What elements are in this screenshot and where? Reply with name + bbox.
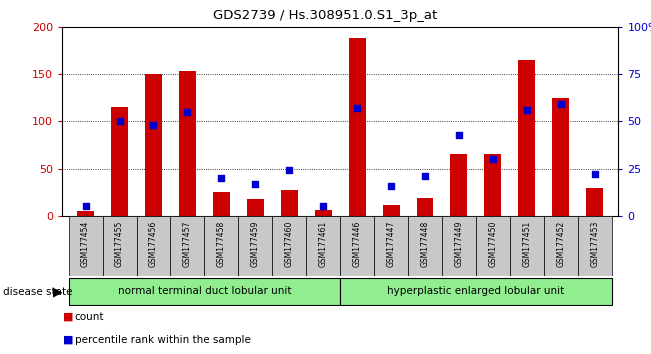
Bar bbox=[247, 199, 264, 216]
Bar bbox=[77, 211, 94, 216]
Point bbox=[420, 173, 430, 179]
Bar bbox=[238, 216, 272, 276]
Text: GSM177451: GSM177451 bbox=[522, 221, 531, 267]
Bar bbox=[408, 216, 442, 276]
Point bbox=[182, 109, 193, 115]
Text: normal terminal duct lobular unit: normal terminal duct lobular unit bbox=[118, 286, 291, 296]
Bar bbox=[577, 216, 612, 276]
Point bbox=[555, 101, 566, 107]
Text: ■: ■ bbox=[63, 335, 74, 345]
Bar bbox=[484, 154, 501, 216]
Point bbox=[80, 204, 90, 209]
Bar bbox=[145, 74, 162, 216]
Text: GSM177458: GSM177458 bbox=[217, 221, 226, 267]
Text: GSM177456: GSM177456 bbox=[149, 221, 158, 267]
Text: GSM177452: GSM177452 bbox=[556, 221, 565, 267]
Bar bbox=[314, 210, 331, 216]
Bar bbox=[272, 216, 306, 276]
Text: count: count bbox=[75, 312, 104, 322]
Point bbox=[318, 204, 328, 209]
Text: GDS2739 / Hs.308951.0.S1_3p_at: GDS2739 / Hs.308951.0.S1_3p_at bbox=[214, 9, 437, 22]
Point bbox=[250, 181, 260, 187]
Bar bbox=[544, 216, 577, 276]
Text: GSM177455: GSM177455 bbox=[115, 221, 124, 267]
Bar bbox=[383, 205, 400, 216]
Text: GSM177457: GSM177457 bbox=[183, 221, 192, 267]
Bar bbox=[518, 60, 535, 216]
Bar bbox=[68, 216, 103, 276]
Bar bbox=[111, 107, 128, 216]
Bar bbox=[204, 216, 238, 276]
Bar bbox=[510, 216, 544, 276]
Text: GSM177450: GSM177450 bbox=[488, 221, 497, 267]
Bar bbox=[476, 216, 510, 276]
Bar bbox=[103, 216, 137, 276]
Text: GSM177447: GSM177447 bbox=[387, 221, 396, 267]
Point bbox=[148, 122, 159, 128]
Bar bbox=[450, 154, 467, 216]
Text: GSM177449: GSM177449 bbox=[454, 221, 464, 267]
Point bbox=[352, 105, 363, 111]
Point bbox=[115, 118, 125, 124]
Point bbox=[521, 107, 532, 113]
Text: GSM177461: GSM177461 bbox=[319, 221, 327, 267]
Bar bbox=[340, 216, 374, 276]
Bar bbox=[374, 216, 408, 276]
Bar bbox=[349, 38, 366, 216]
Bar bbox=[179, 71, 196, 216]
Text: GSM177460: GSM177460 bbox=[284, 221, 294, 267]
Text: percentile rank within the sample: percentile rank within the sample bbox=[75, 335, 251, 345]
Point bbox=[216, 175, 227, 181]
Text: GSM177459: GSM177459 bbox=[251, 221, 260, 267]
Point bbox=[590, 171, 600, 177]
Bar bbox=[171, 216, 204, 276]
Text: GSM177446: GSM177446 bbox=[353, 221, 361, 267]
Bar bbox=[417, 198, 434, 216]
Text: ■: ■ bbox=[63, 312, 74, 322]
Bar bbox=[442, 216, 476, 276]
Bar bbox=[213, 192, 230, 216]
Bar bbox=[340, 278, 612, 305]
Bar bbox=[68, 278, 340, 305]
Text: disease state: disease state bbox=[3, 287, 73, 297]
Text: ▶: ▶ bbox=[53, 286, 62, 298]
Point bbox=[488, 156, 498, 162]
Bar bbox=[586, 188, 603, 216]
Point bbox=[454, 132, 464, 137]
Bar bbox=[306, 216, 340, 276]
Text: GSM177453: GSM177453 bbox=[590, 221, 599, 267]
Point bbox=[386, 183, 396, 188]
Bar bbox=[552, 98, 569, 216]
Text: hyperplastic enlarged lobular unit: hyperplastic enlarged lobular unit bbox=[387, 286, 564, 296]
Text: GSM177454: GSM177454 bbox=[81, 221, 90, 267]
Point bbox=[284, 168, 294, 173]
Bar bbox=[281, 190, 298, 216]
Bar bbox=[137, 216, 171, 276]
Text: GSM177448: GSM177448 bbox=[421, 221, 430, 267]
